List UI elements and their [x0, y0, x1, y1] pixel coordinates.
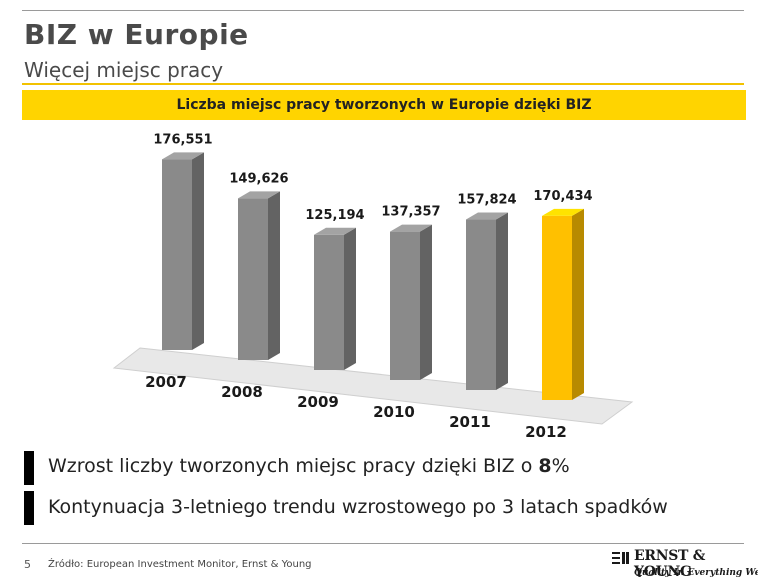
bar-top-2008: [238, 191, 280, 199]
data-label-2007: 176,551: [153, 132, 212, 147]
bar-side-2012: [572, 208, 584, 400]
x-tick-2008: 2008: [221, 383, 263, 401]
bottom-rule: [22, 543, 744, 544]
bar-top-2009: [314, 227, 356, 235]
data-label-2009: 125,194: [305, 208, 364, 223]
logo-tagline: Quality In Everything We Do: [634, 568, 758, 578]
bar-side-2007: [192, 152, 204, 350]
ernst-young-logo: ERNST & YOUNG Quality In Everything We D…: [612, 548, 758, 584]
data-label-2012: 170,434: [533, 189, 592, 204]
x-tick-2012: 2012: [525, 423, 567, 441]
data-label-2010: 137,357: [381, 205, 440, 220]
bar-side-2010: [420, 224, 432, 380]
bullet-text-1: Wzrost liczby tworzonych miejsc pracy dz…: [48, 455, 570, 477]
x-tick-2011: 2011: [449, 413, 491, 431]
logo-name: ERNST & YOUNG: [634, 548, 706, 580]
top-rule: [22, 10, 744, 11]
bar-top-2007: [162, 152, 204, 160]
bar-side-2011: [496, 212, 508, 390]
source-note: Źródło: European Investment Monitor, Ern…: [48, 559, 312, 570]
bullet-text-1-emphasis: 8: [538, 455, 552, 477]
bullet-marker-1: [24, 451, 34, 485]
bar-side-2008: [268, 191, 280, 360]
data-label-2008: 149,626: [229, 171, 288, 186]
ey-logo-icon: [612, 552, 629, 564]
bar-2011: [466, 219, 496, 390]
bar-2012: [542, 215, 572, 400]
bar-side-2009: [344, 227, 356, 370]
page-subtitle: Więcej miejsc pracy: [24, 58, 224, 82]
bar-2009: [314, 234, 344, 370]
bar-top-2012: [542, 208, 584, 216]
bar-2007: [162, 159, 192, 350]
x-tick-2009: 2009: [297, 393, 339, 411]
bar-chart: 176,551 2007 149,626 2008 125,194 2009 137,357…: [112, 132, 634, 441]
bar-2010: [390, 231, 420, 380]
bar-2008: [238, 198, 268, 360]
x-tick-2007: 2007: [145, 373, 187, 391]
bullet-text-1-suffix: %: [551, 455, 570, 477]
title-rule: [22, 83, 744, 85]
page-title: BIZ w Europie: [24, 18, 249, 51]
bar-top-2010: [390, 224, 432, 232]
bullet-text-1-main: Wzrost liczby tworzonych miejsc pracy dz…: [48, 455, 539, 477]
bar-top-2011: [466, 212, 508, 220]
x-tick-2010: 2010: [373, 403, 415, 421]
chart-title-banner: Liczba miejsc pracy tworzonych w Europie…: [22, 90, 746, 120]
data-label-2011: 157,824: [457, 193, 516, 208]
bullet-marker-2: [24, 491, 34, 525]
page-number: 5: [24, 558, 31, 571]
bullet-text-2: Kontynuacja 3-letniego trendu wzrostoweg…: [48, 496, 668, 518]
